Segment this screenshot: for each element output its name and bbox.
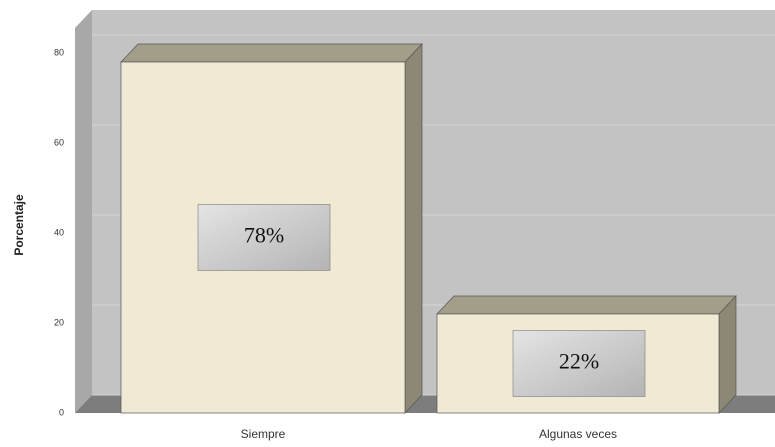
bar-side [404, 43, 423, 414]
value-label-box [197, 204, 331, 271]
y-axis-label: Porcentaje [12, 194, 26, 256]
y-tick-label: 60 [54, 137, 64, 147]
side-wall [75, 10, 92, 413]
y-tick-label: 0 [59, 407, 64, 417]
bar-top [120, 43, 423, 63]
value-label-box [512, 330, 646, 397]
x-tick-label: Siempre [241, 427, 286, 441]
y-tick-label: 20 [54, 317, 64, 327]
y-tick-label: 80 [54, 47, 64, 57]
bar-top [436, 295, 737, 315]
y-tick-label: 40 [54, 227, 64, 237]
value-label: 78% [244, 223, 284, 248]
bar-side [718, 295, 737, 414]
value-label: 22% [559, 349, 599, 374]
x-tick-label: Algunas veces [539, 427, 617, 441]
